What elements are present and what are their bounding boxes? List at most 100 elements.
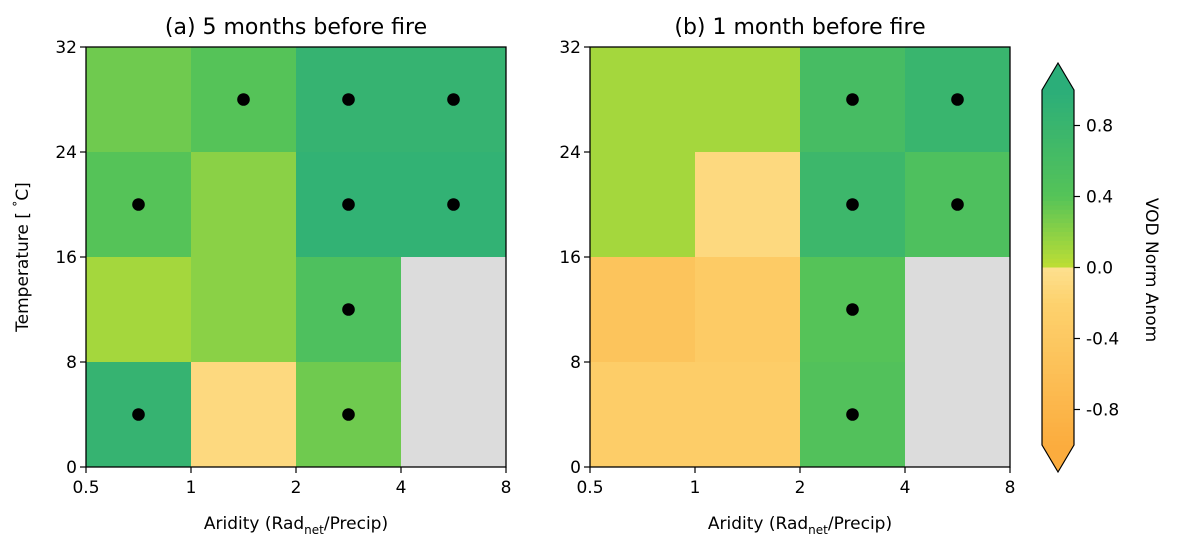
panel-a-cell [401,257,507,363]
colorbar-segment [1042,338,1074,344]
panel-a-x-tick-label: 0.5 [72,478,99,498]
panel-b-significance-marker [846,408,859,421]
panel-b-cells [590,47,1011,468]
panel-b-cell [590,362,696,468]
colorbar-segment [1042,369,1074,375]
colorbar-segment [1042,351,1074,357]
x-label-prefix: Aridity (Rad [204,514,304,534]
panel-b-y-tick-label: 24 [559,143,581,163]
panel-a-cell [191,152,297,258]
colorbar-tick-label: 0.0 [1086,259,1113,279]
colorbar-segment [1042,258,1074,264]
panel-a-cell [191,257,297,363]
panel-b-significance-marker [951,93,964,106]
colorbar-segment [1042,98,1074,104]
panel-b-cell [590,257,696,363]
colorbar-segment [1042,218,1074,224]
colorbar-segment [1042,422,1074,428]
panel-b-x-axis-label: Aridity (Radnet/Precip) [708,514,892,537]
panel-a-y-ticks: 0 8 16 24 32 [55,38,86,478]
colorbar-segment [1042,285,1074,291]
y-label-degree: ° [11,201,25,207]
panel-b-x-tick-label: 2 [795,478,806,498]
colorbar-segment [1042,129,1074,135]
panel-b-significance-marker [846,303,859,316]
colorbar-segment [1042,263,1074,269]
panel-a-cell [86,47,192,153]
panel-b-x-tick-label: 8 [1005,478,1016,498]
colorbar-segment [1042,276,1074,282]
colorbar-segment [1042,303,1074,309]
colorbar-extend-max [1042,63,1074,90]
colorbar-segment [1042,196,1074,202]
panel-b: (b) 1 month before fire 0.5 1 2 4 8 08162432… [559,15,1015,537]
colorbar-segment [1042,280,1074,286]
colorbar-extend-min [1042,445,1074,472]
colorbar-segment [1042,90,1074,96]
panel-b-x-tick-label: 1 [690,478,701,498]
colorbar-segment [1042,413,1074,419]
colorbar-segment [1042,161,1074,167]
y-label-text: Temperature [ [13,207,33,333]
panel-a-significance-marker [342,93,355,106]
colorbar-segment [1042,271,1074,277]
colorbar-segment [1042,427,1074,433]
colorbar-segment [1042,409,1074,415]
colorbar-segment [1042,347,1074,353]
colorbar-label: VOD Norm Anom [1141,198,1161,342]
colorbar-segment [1042,94,1074,100]
x-label-subscript: net [304,523,324,537]
panel-b-cell [695,362,801,468]
colorbar-segment [1042,356,1074,362]
colorbar-segment [1042,147,1074,153]
colorbar-segment [1042,183,1074,189]
panel-b-cell [905,362,1011,468]
colorbar-segment [1042,440,1074,446]
x-label-prefix: Aridity (Rad [708,514,808,534]
panel-a-cell [401,362,507,468]
colorbar-segment [1042,156,1074,162]
colorbar-segment [1042,121,1074,127]
panel-a-y-tick-label: 8 [66,353,77,373]
colorbar-segment [1042,289,1074,295]
colorbar-segments [1042,63,1074,472]
x-label-suffix: /Precip) [324,514,388,534]
colorbar-segment [1042,360,1074,366]
panel-b-y-tick-label: 8 [570,353,581,373]
colorbar-segment [1042,134,1074,140]
panel-b-cell [695,152,801,258]
panel-a-significance-marker [447,93,460,106]
colorbar-segment [1042,436,1074,442]
panel-b-x-tick-label: 0.5 [576,478,603,498]
panel-a-significance-marker [447,198,460,211]
panel-a-y-tick-label: 16 [55,248,77,268]
colorbar-segment [1042,400,1074,406]
panel-b-y-tick-label: 32 [559,38,581,58]
colorbar-segment [1042,107,1074,113]
panel-b-cell [695,257,801,363]
panel-a-x-tick-label: 1 [186,478,197,498]
colorbar-segment [1042,307,1074,313]
panel-b-title: (b) 1 month before fire [674,15,925,40]
colorbar-segment [1042,387,1074,393]
panel-a-cell [191,362,297,468]
colorbar-segment [1042,143,1074,149]
panel-b-cell [695,47,801,153]
colorbar-segment [1042,240,1074,246]
panel-a-x-axis-label: Aridity (Radnet/Precip) [204,514,388,537]
colorbar-segment [1042,116,1074,122]
colorbar-segment [1042,329,1074,335]
panel-b-x-ticks: 0.5 1 2 4 8 [576,467,1015,498]
colorbar-segment [1042,192,1074,198]
colorbar: 0.8 0.4 0.0 -0.4 -0.8 VOD Norm Anom [1041,61,1161,474]
colorbar-segment [1042,391,1074,397]
colorbar-segment [1042,138,1074,144]
colorbar-segment [1042,223,1074,229]
colorbar-segment [1042,396,1074,402]
x-label-subscript: net [808,523,828,537]
colorbar-segment [1042,365,1074,371]
colorbar-tick-label: 0.8 [1086,117,1113,137]
colorbar-segment [1042,431,1074,437]
